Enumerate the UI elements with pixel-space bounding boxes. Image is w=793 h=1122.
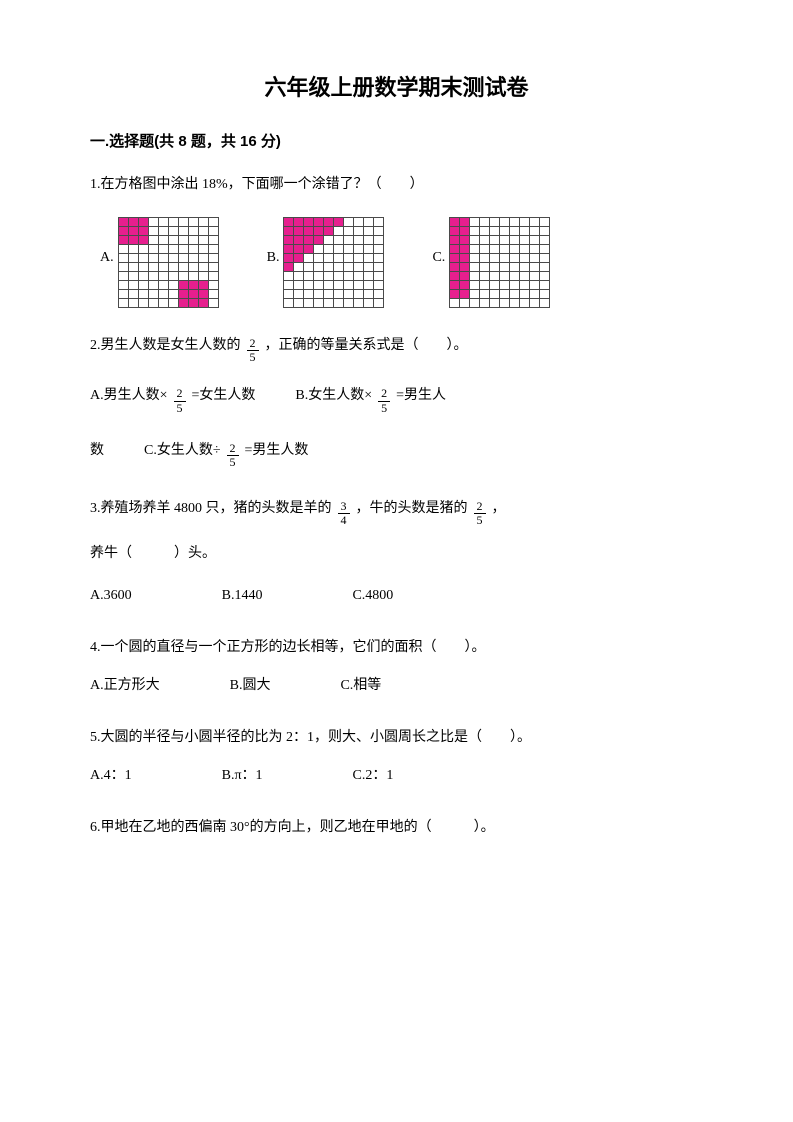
frac-num: 2: [247, 337, 259, 351]
q2-options-line1: A.男生人数× 2 5 =女生人数 B.女生人数× 2 5 =男生人: [90, 382, 703, 416]
q1-label-b: B.: [267, 244, 280, 272]
q1-grid-c: [449, 217, 550, 308]
question-1: 1.在方格图中涂出 18%，下面哪一个涂错了？（ ） A. B. C.: [90, 171, 703, 308]
q4-text: 4.一个圆的直径与一个正方形的边长相等，它们的面积（ ）。: [90, 634, 703, 662]
frac-den: 4: [338, 514, 350, 527]
q2-optA-pre[interactable]: A.男生人数×: [90, 382, 168, 410]
q5-option-c[interactable]: C.2：1: [353, 762, 394, 790]
frac-den: 5: [174, 402, 186, 415]
frac-den: 5: [378, 402, 390, 415]
q2-optC-frac: 2 5: [227, 442, 239, 469]
q2-optC-post: =男生人数: [245, 437, 309, 465]
q5-option-b[interactable]: B.π：1: [222, 762, 263, 790]
q1-option-c[interactable]: C.: [432, 217, 550, 308]
q2-options-line2: 数 C.女生人数÷ 2 5 =男生人数: [90, 437, 703, 471]
q5-options: A.4：1 B.π：1 C.2：1: [90, 762, 703, 790]
q3-pre: 3.养殖场养羊 4800 只，猪的头数是羊的: [90, 495, 332, 523]
q3-line1: 3.养殖场养羊 4800 只，猪的头数是羊的 3 4 ，牛的头数是猪的 2 5 …: [90, 495, 703, 529]
question-5: 5.大圆的半径与小圆半径的比为 2：1，则大、小圆周长之比是（ ）。 A.4：1…: [90, 724, 703, 790]
question-4: 4.一个圆的直径与一个正方形的边长相等，它们的面积（ ）。 A.正方形大 B.圆…: [90, 634, 703, 700]
q1-label-c: C.: [432, 244, 445, 272]
question-6: 6.甲地在乙地的西偏南 30°的方向上，则乙地在甲地的（ ）。: [90, 814, 703, 842]
frac-num: 2: [227, 442, 239, 456]
q3-frac2: 2 5: [474, 500, 486, 527]
q1-option-b[interactable]: B.: [267, 217, 385, 308]
q3-line2: 养牛（ ）头。: [90, 540, 703, 568]
frac-num: 2: [378, 387, 390, 401]
q3-option-a[interactable]: A.3600: [90, 582, 132, 610]
q2-optA-frac: 2 5: [174, 387, 186, 414]
page-title: 六年级上册数学期末测试卷: [90, 70, 703, 102]
q2-optB-pre[interactable]: B.女生人数×: [295, 382, 372, 410]
q5-text: 5.大圆的半径与小圆半径的比为 2：1，则大、小圆周长之比是（ ）。: [90, 724, 703, 752]
q1-option-a[interactable]: A.: [100, 217, 219, 308]
frac-num: 2: [474, 500, 486, 514]
frac-num: 3: [338, 500, 350, 514]
q2-optB-frac: 2 5: [378, 387, 390, 414]
q3-frac1: 3 4: [338, 500, 350, 527]
q5-option-a[interactable]: A.4：1: [90, 762, 132, 790]
q3-post: ，: [492, 495, 506, 523]
q3-mid: ，牛的头数是猪的: [356, 495, 468, 523]
q2-line2a: 数: [90, 437, 104, 465]
frac-num: 2: [174, 387, 186, 401]
q4-options: A.正方形大 B.圆大 C.相等: [90, 672, 703, 700]
q4-option-c[interactable]: C.相等: [340, 672, 381, 700]
q1-label-a: A.: [100, 244, 114, 272]
q2-optB-post: =男生人: [396, 382, 446, 410]
q3-options: A.3600 B.1440 C.4800: [90, 582, 703, 610]
q2-prefix: 2.男生人数是女生人数的: [90, 332, 241, 360]
q1-grids-row: A. B. C.: [100, 217, 703, 308]
q2-frac: 2 5: [247, 337, 259, 364]
q1-grid-a: [118, 217, 219, 308]
question-3: 3.养殖场养羊 4800 只，猪的头数是羊的 3 4 ，牛的头数是猪的 2 5 …: [90, 495, 703, 609]
q2-suffix: ，正确的等量关系式是（ ）。: [265, 332, 468, 360]
q3-option-b[interactable]: B.1440: [222, 582, 263, 610]
q3-option-c[interactable]: C.4800: [352, 582, 393, 610]
q2-stem: 2.男生人数是女生人数的 2 5 ，正确的等量关系式是（ ）。: [90, 332, 703, 366]
q4-option-b[interactable]: B.圆大: [230, 672, 271, 700]
frac-den: 5: [227, 456, 239, 469]
q2-optA-post: =女生人数: [192, 382, 256, 410]
q6-text: 6.甲地在乙地的西偏南 30°的方向上，则乙地在甲地的（ ）。: [90, 814, 703, 842]
q1-text: 1.在方格图中涂出 18%，下面哪一个涂错了？（ ）: [90, 171, 703, 199]
frac-den: 5: [474, 514, 486, 527]
q4-option-a[interactable]: A.正方形大: [90, 672, 160, 700]
q2-optC-pre[interactable]: C.女生人数÷: [144, 437, 221, 465]
section-header-1: 一.选择题(共 8 题，共 16 分): [90, 130, 703, 151]
q1-grid-b: [283, 217, 384, 308]
question-2: 2.男生人数是女生人数的 2 5 ，正确的等量关系式是（ ）。 A.男生人数× …: [90, 332, 703, 471]
frac-den: 5: [247, 351, 259, 364]
